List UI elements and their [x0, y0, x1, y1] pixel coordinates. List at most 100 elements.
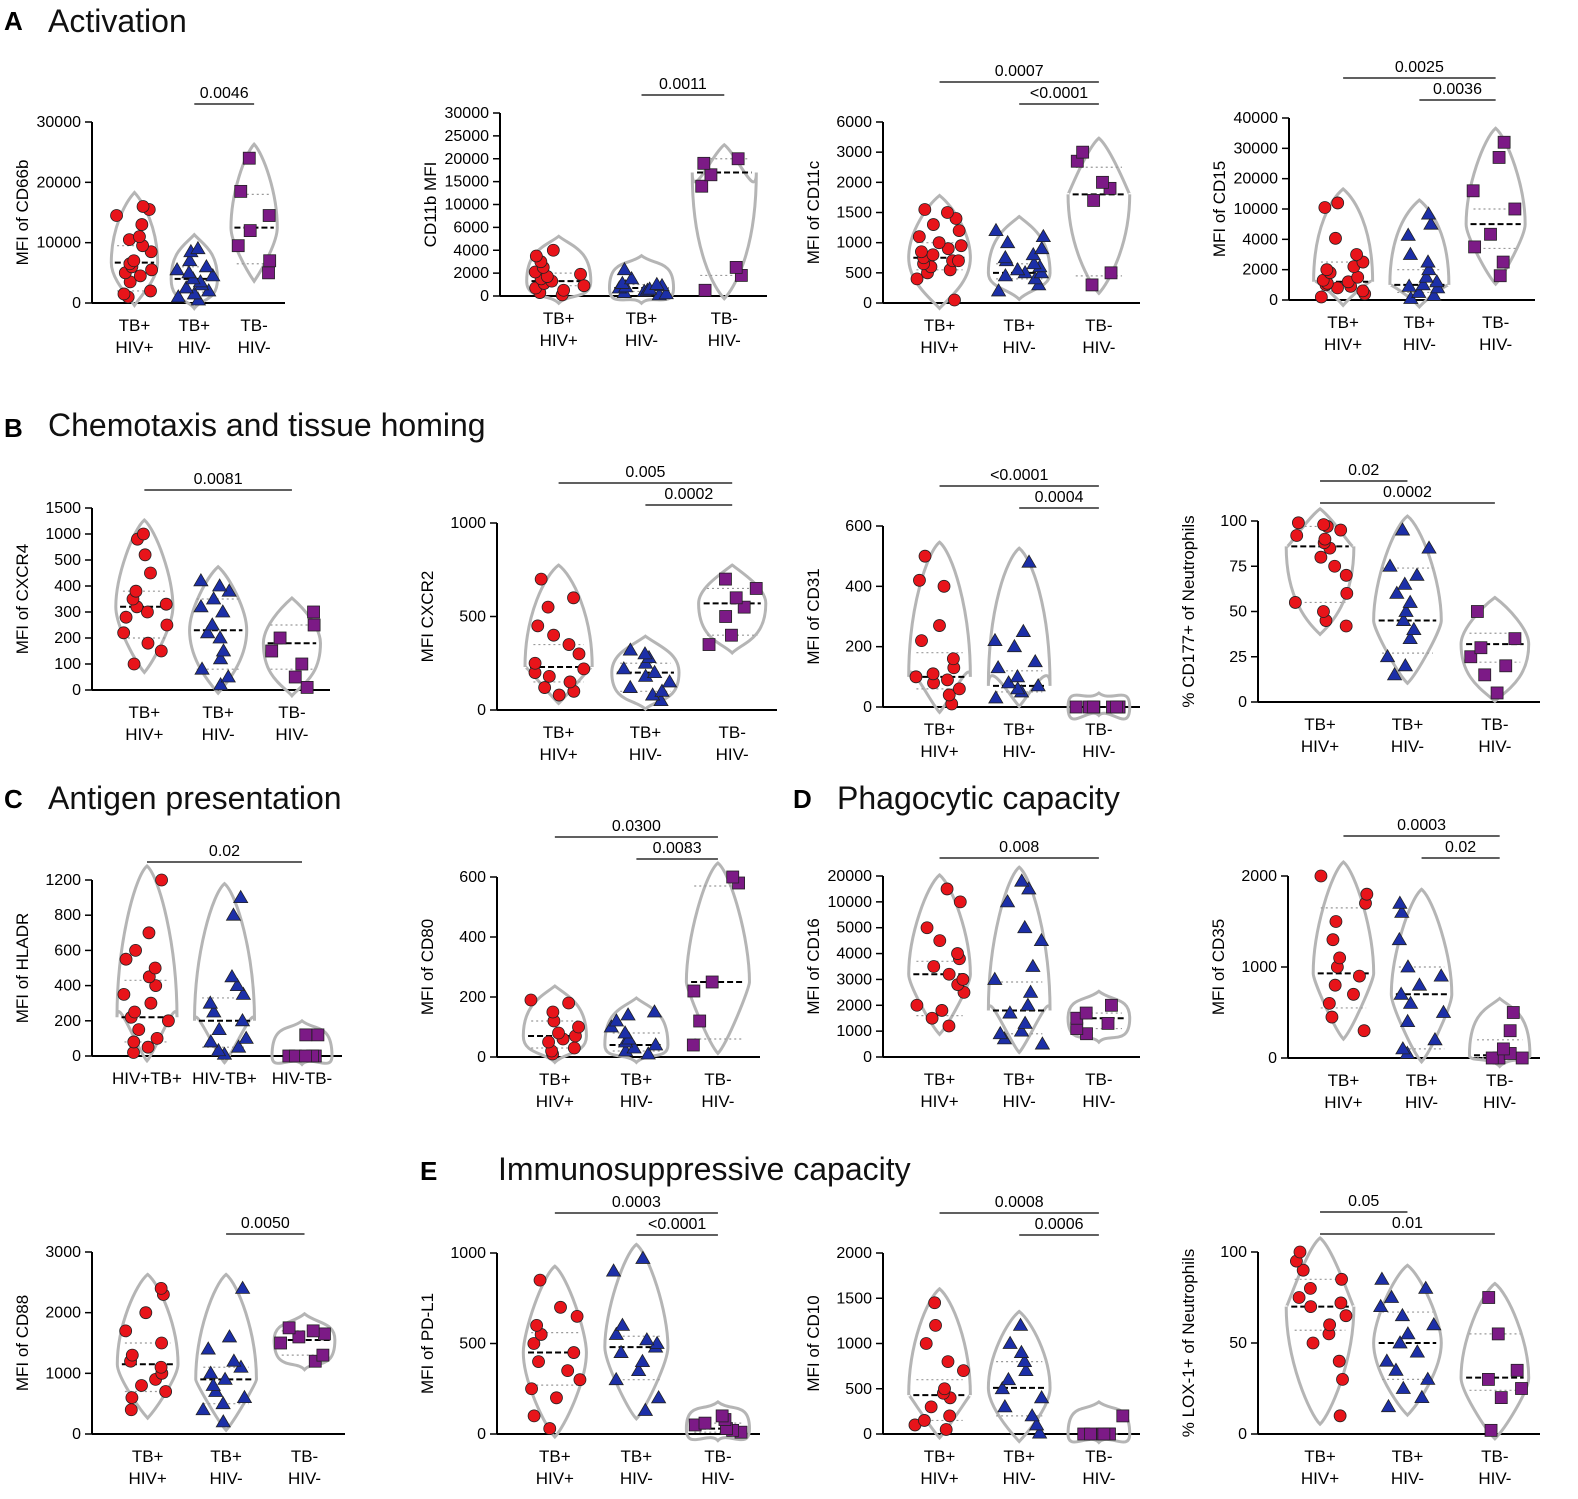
category-label: TB-: [291, 1447, 318, 1466]
data-point: [141, 1040, 155, 1054]
pvalue-label: 0.0002: [1383, 484, 1432, 501]
data-point: [546, 243, 560, 257]
data-point: [205, 591, 222, 605]
chart-1: 0 2000 4000 6000 10000 15000 20000 25000 30000 CD…: [421, 76, 767, 350]
data-point: [181, 265, 197, 279]
y-tick-label: 0: [863, 1426, 872, 1443]
data-point: [999, 894, 1016, 908]
data-point: [142, 970, 156, 984]
data-point: [532, 1355, 545, 1368]
data-point: [547, 628, 561, 642]
data-point: [141, 605, 154, 619]
category-label: HIV+: [536, 1469, 574, 1488]
data-point: [605, 1263, 622, 1277]
violin-outline: [115, 1272, 180, 1421]
category-label: HIV-TB-: [272, 1069, 332, 1088]
y-tick-label: 0: [480, 288, 489, 305]
data-point: [994, 1380, 1011, 1395]
data-point: [262, 266, 275, 280]
category-label: HIV+: [920, 742, 958, 761]
category-label: HIV+: [920, 338, 958, 357]
data-point: [212, 677, 229, 691]
data-point: [1322, 997, 1336, 1010]
data-point: [1085, 278, 1099, 292]
data-point: [533, 1273, 547, 1287]
data-point: [1018, 1362, 1034, 1377]
data-point: [1026, 255, 1042, 270]
category-label: TB+: [539, 1070, 571, 1089]
y-axis-label: MFI of CD10: [804, 1295, 823, 1391]
data-point: [138, 548, 152, 562]
pvalue-label: 0.01: [1392, 1215, 1423, 1232]
y-tick-label: 1000: [836, 235, 872, 252]
chart-14: 0 500 1000 1500 2000 MFI of CD10 TB+ HIV+ TB+ HIV…: [804, 1194, 1140, 1488]
data-point: [212, 651, 229, 665]
data-point: [749, 582, 763, 595]
data-point: [262, 209, 276, 222]
data-point: [616, 261, 633, 276]
data-point: [1290, 529, 1304, 542]
y-tick-label: 50: [1229, 604, 1247, 621]
data-point: [567, 1041, 581, 1055]
data-point: [1394, 1307, 1411, 1322]
violin-outline: [114, 518, 175, 675]
data-point: [1506, 1006, 1520, 1019]
y-axis-label: MFI of CD15: [1210, 161, 1229, 257]
data-point: [220, 669, 236, 683]
y-tick-label: 2000: [1241, 868, 1277, 885]
data-point: [204, 617, 220, 631]
data-point: [1110, 700, 1124, 714]
data-point: [634, 1353, 651, 1367]
y-tick-label: 3000: [836, 971, 872, 988]
data-point: [1334, 523, 1348, 537]
data-point: [127, 657, 141, 671]
y-axis-label: MFI of CD16: [804, 918, 823, 1014]
data-point: [133, 230, 146, 244]
data-point: [273, 631, 287, 645]
data-point: [1499, 659, 1513, 673]
data-point: [719, 572, 732, 586]
data-point: [169, 262, 185, 276]
data-point: [938, 1382, 951, 1396]
section-title-chemotaxis: Chemotaxis and tissue homing: [48, 407, 486, 443]
data-point: [155, 1336, 168, 1350]
data-point: [263, 254, 277, 268]
data-point: [1022, 984, 1039, 998]
data-point: [1339, 1309, 1353, 1323]
data-point: [935, 1004, 949, 1017]
category-label: HIV+: [1301, 737, 1339, 756]
chart-3: 0 2000 4000 10000 20000 30000 40000 MFI of CD15…: [1210, 59, 1535, 354]
data-point: [925, 1011, 939, 1025]
data-point: [202, 995, 218, 1009]
data-point: [543, 1422, 557, 1435]
y-tick-label: 0: [1268, 1050, 1277, 1067]
category-label: TB+: [1003, 1070, 1035, 1089]
data-point: [1027, 653, 1043, 668]
data-point: [649, 1335, 665, 1349]
data-point: [144, 566, 157, 580]
data-point: [1335, 1272, 1348, 1286]
data-point: [1494, 1391, 1508, 1404]
data-point: [1306, 1336, 1320, 1350]
data-point: [137, 527, 150, 541]
data-point: [1033, 932, 1050, 947]
data-point: [1339, 619, 1353, 633]
data-point: [1017, 919, 1033, 934]
y-tick-label: 2000: [45, 1305, 81, 1322]
data-point: [1397, 576, 1413, 590]
violin-outline: [521, 1264, 588, 1440]
violin-outline: [109, 190, 160, 308]
data-point: [1484, 227, 1497, 241]
category-label: TB+: [1404, 313, 1436, 332]
data-point: [693, 1014, 707, 1028]
chart-10: 0 1000 2000 3000 4000 5000 10000 20000 MFI of CD…: [804, 839, 1140, 1111]
data-point: [1491, 1327, 1505, 1341]
data-point: [658, 285, 674, 300]
data-point: [552, 688, 566, 702]
data-point: [1464, 650, 1478, 664]
data-point: [1435, 1004, 1452, 1018]
data-point: [573, 1373, 587, 1387]
y-tick-label: 1000: [450, 515, 486, 532]
data-point: [1069, 700, 1083, 714]
data-point: [243, 224, 257, 238]
